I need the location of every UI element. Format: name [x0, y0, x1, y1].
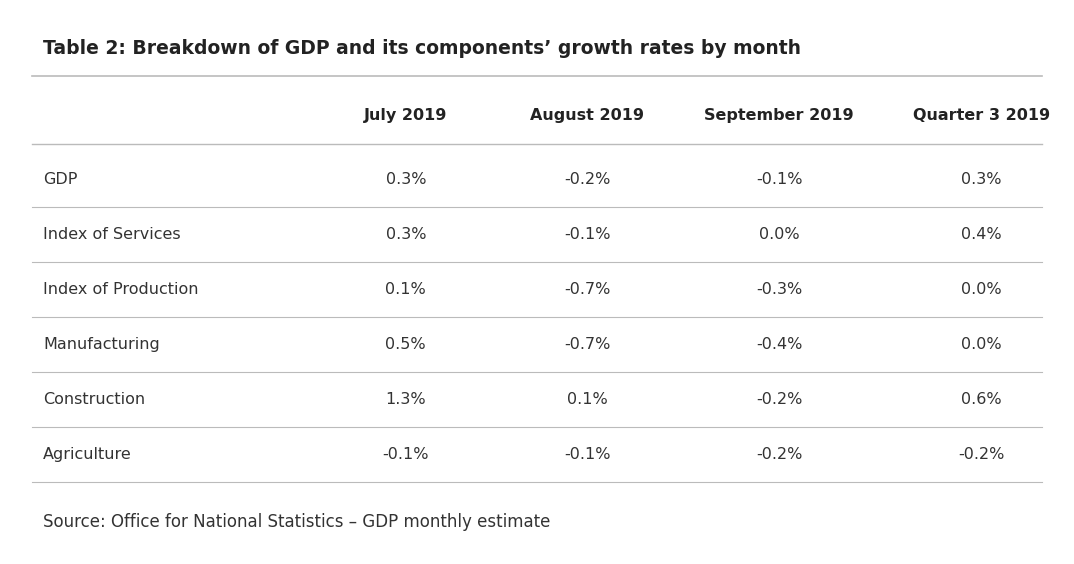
Text: 1.3%: 1.3%: [386, 392, 426, 407]
Text: -0.2%: -0.2%: [756, 392, 802, 407]
Text: Index of Production: Index of Production: [43, 282, 199, 297]
Text: -0.7%: -0.7%: [564, 282, 611, 297]
Text: -0.1%: -0.1%: [564, 447, 611, 462]
Text: 0.4%: 0.4%: [961, 227, 1002, 243]
Text: -0.2%: -0.2%: [958, 447, 1004, 462]
Text: Index of Services: Index of Services: [43, 227, 180, 243]
Text: July 2019: July 2019: [364, 108, 448, 123]
Text: -0.2%: -0.2%: [564, 172, 611, 187]
Text: -0.1%: -0.1%: [564, 227, 611, 243]
Text: -0.7%: -0.7%: [564, 337, 611, 352]
Text: 0.0%: 0.0%: [961, 282, 1002, 297]
Text: 0.3%: 0.3%: [961, 172, 1001, 187]
Text: Construction: Construction: [43, 392, 145, 407]
Text: 0.0%: 0.0%: [961, 337, 1002, 352]
Text: Manufacturing: Manufacturing: [43, 337, 160, 352]
Text: -0.2%: -0.2%: [756, 447, 802, 462]
Text: Quarter 3 2019: Quarter 3 2019: [913, 108, 1049, 123]
Text: August 2019: August 2019: [531, 108, 644, 123]
Text: 0.0%: 0.0%: [759, 227, 800, 243]
Text: 0.5%: 0.5%: [386, 337, 426, 352]
Text: 0.3%: 0.3%: [386, 172, 426, 187]
Text: 0.6%: 0.6%: [961, 392, 1002, 407]
Text: September 2019: September 2019: [705, 108, 854, 123]
Text: -0.3%: -0.3%: [756, 282, 802, 297]
Text: -0.1%: -0.1%: [756, 172, 802, 187]
Text: 0.3%: 0.3%: [386, 227, 426, 243]
Text: 0.1%: 0.1%: [567, 392, 608, 407]
Text: Agriculture: Agriculture: [43, 447, 132, 462]
Text: Table 2: Breakdown of GDP and its components’ growth rates by month: Table 2: Breakdown of GDP and its compon…: [43, 39, 801, 59]
Text: Source: Office for National Statistics – GDP monthly estimate: Source: Office for National Statistics –…: [43, 513, 550, 531]
Text: GDP: GDP: [43, 172, 77, 187]
Text: -0.1%: -0.1%: [382, 447, 429, 462]
Text: 0.1%: 0.1%: [386, 282, 426, 297]
Text: -0.4%: -0.4%: [756, 337, 802, 352]
